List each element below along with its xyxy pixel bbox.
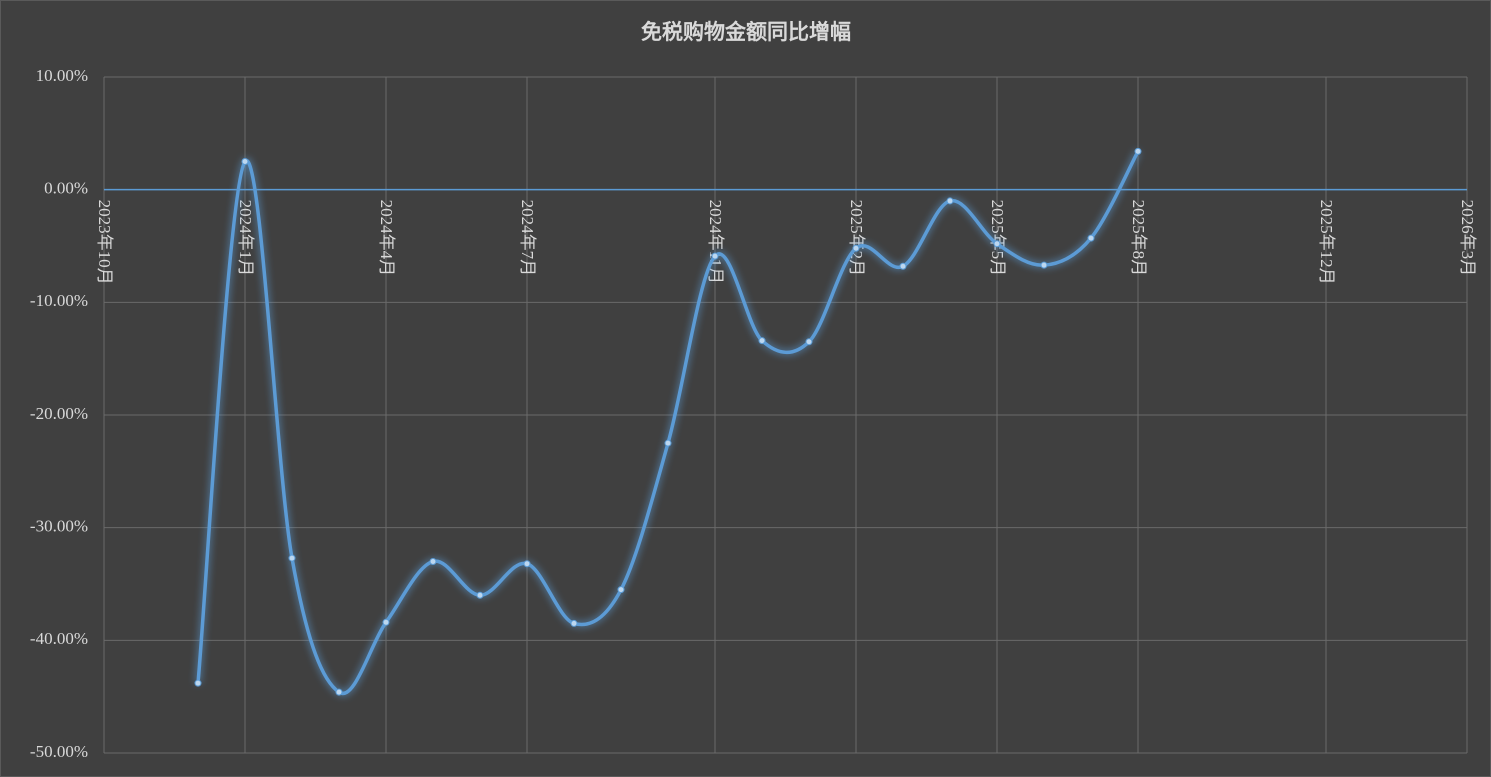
y-tick-label: -30.00% [30,517,88,536]
x-tick-label: 2024年4月 [377,200,396,277]
y-tick-label: 10.00% [36,66,88,85]
point [805,338,813,346]
x-tick-label: 2025年2月 [847,200,866,277]
point [241,158,249,165]
point [1134,147,1142,155]
point [429,557,437,565]
series [194,147,1142,696]
x-tick-label: 2025年12月 [1317,200,1336,285]
y-tick-label: -10.00% [30,291,88,310]
point [711,252,719,260]
x-tick-label: 2025年8月 [1129,200,1148,277]
point [476,591,484,599]
point [335,688,343,696]
x-tick-label: 2024年1月 [236,200,255,277]
y-tick-label: -40.00% [30,629,88,648]
point [993,240,1001,248]
y-tick-label: -20.00% [30,404,88,423]
point [570,619,578,627]
x-tick-label: 2025年5月 [988,200,1007,277]
y-tick-label: 0.00% [44,179,88,198]
point [1040,261,1048,269]
point [288,554,296,562]
y-tick-label: -50.00% [30,742,88,761]
grid [103,76,1468,754]
point [899,262,907,270]
x-tick-label: 2024年7月 [518,200,537,277]
point [382,618,390,626]
point [946,197,954,205]
point [523,560,531,568]
point [852,244,860,252]
point [664,439,672,447]
chart-title: 免税购物金额同比增幅 [641,20,851,44]
point [194,679,202,687]
point [617,586,625,594]
x-tick-label: 2023年10月 [95,200,114,285]
point [1087,234,1095,242]
point [758,337,766,345]
tick-labels: 10.00% 0.00% -10.00% -20.00% -30.00% -40.00% -… [30,66,1477,761]
x-tick-label: 2026年3月 [1458,200,1477,277]
